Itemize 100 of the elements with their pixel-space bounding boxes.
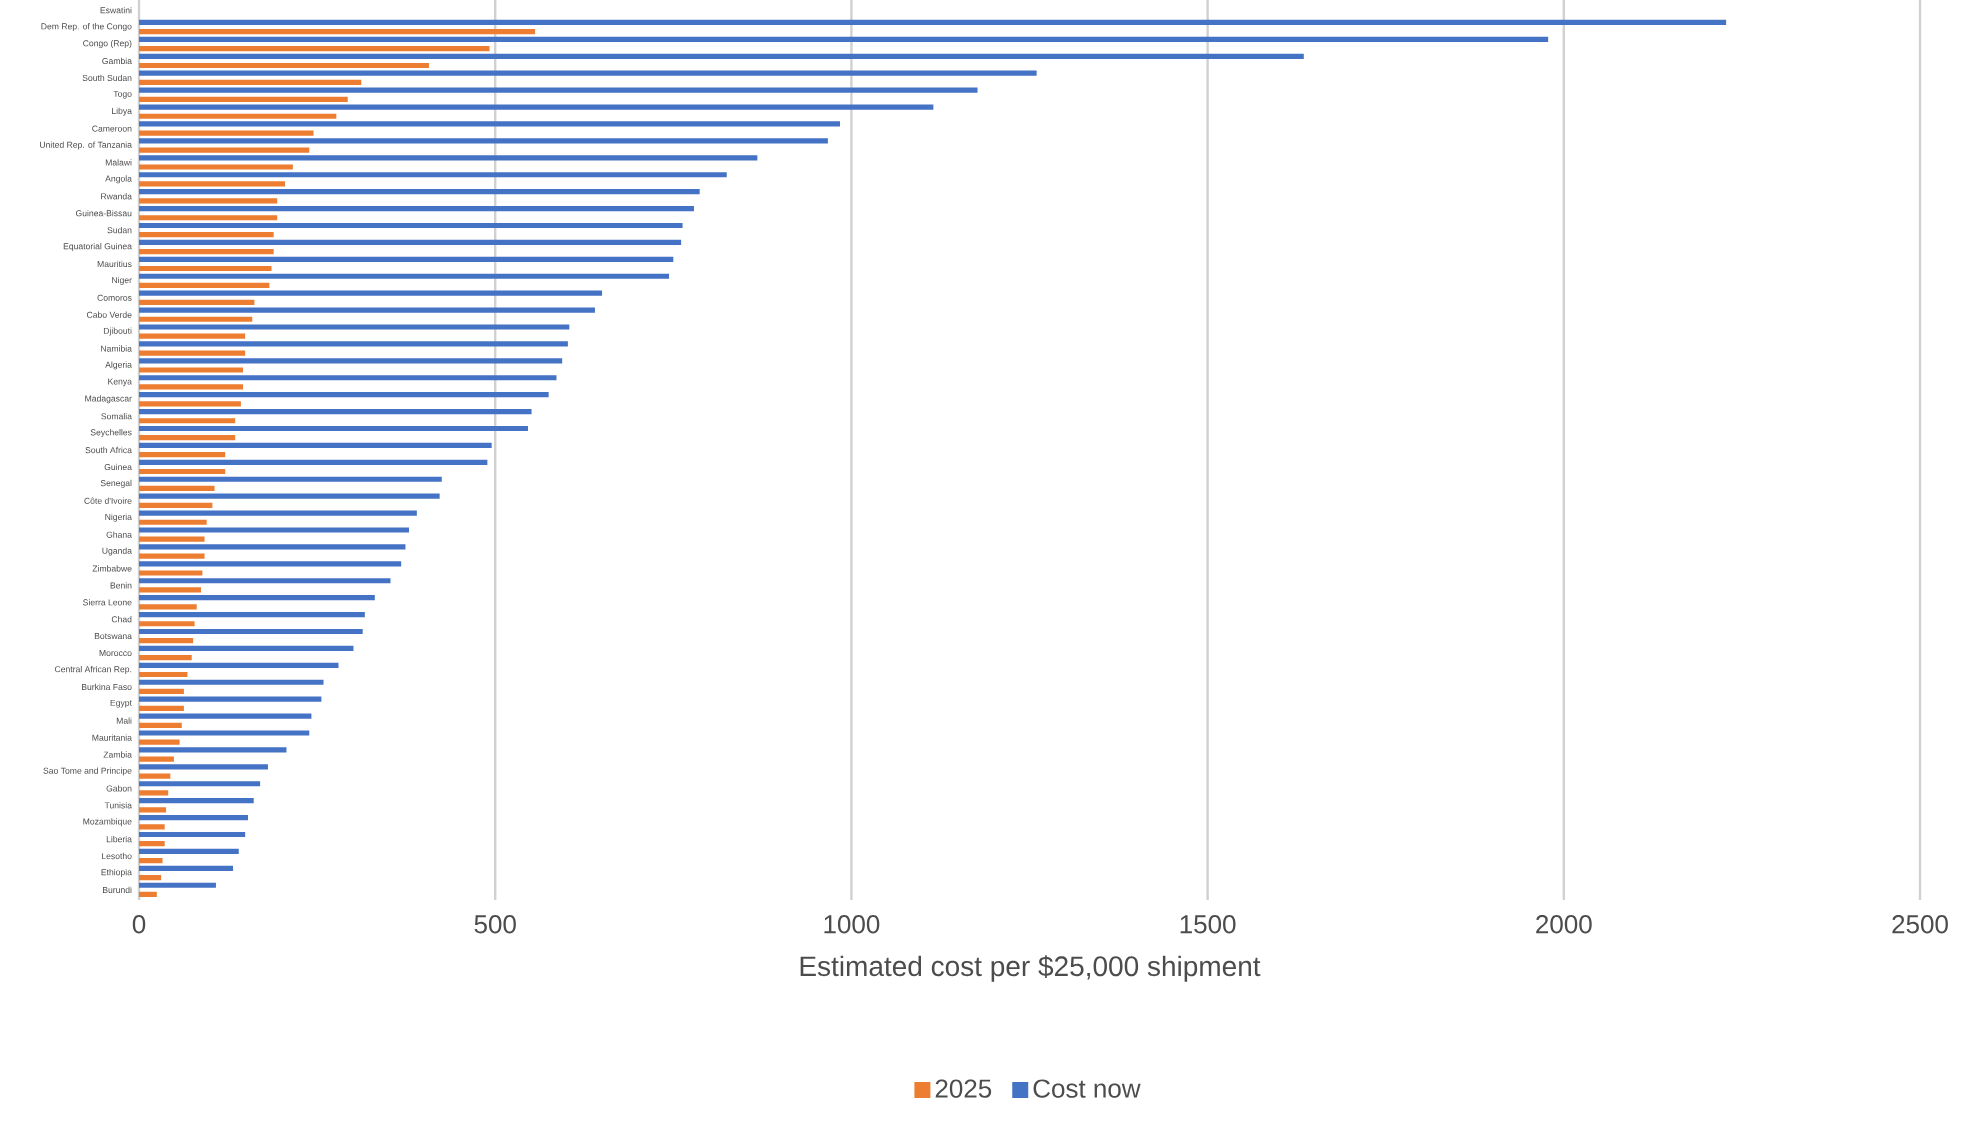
bar <box>139 232 274 238</box>
bar <box>139 79 362 86</box>
bar <box>139 70 1037 76</box>
bar <box>139 722 182 728</box>
y-tick-label: Uganda <box>102 547 132 556</box>
y-tick-label: Ghana <box>106 531 132 538</box>
bar <box>139 662 339 668</box>
y-tick-label: Central African Rep. <box>54 665 132 674</box>
x-tick-label: 1000 <box>824 915 880 934</box>
bar <box>139 536 205 542</box>
y-tick-label: Namibia <box>101 345 132 352</box>
y-tick-label: Comoros <box>97 294 132 301</box>
x-tick-label: 2500 <box>1892 915 1948 934</box>
bar <box>139 113 337 119</box>
bar <box>139 756 174 762</box>
y-tick-label: Ethiopia <box>101 868 132 877</box>
legend-label: 2025 <box>935 1079 992 1098</box>
bar <box>139 418 236 424</box>
bar <box>139 814 248 821</box>
y-tick-label: Benin <box>110 582 132 589</box>
y-tick-label: Cameroon <box>92 125 132 132</box>
y-tick-label: Algeria <box>105 361 132 370</box>
bar <box>139 138 828 144</box>
y-tick-label: Angola <box>105 175 132 184</box>
bar <box>139 29 536 35</box>
bar <box>139 222 683 229</box>
bar <box>139 189 700 195</box>
bar <box>139 36 1549 42</box>
y-tick-label: Eswatini <box>100 6 132 14</box>
bar <box>139 696 322 702</box>
y-tick-label: Burkina Faso <box>81 683 132 691</box>
bar <box>139 350 246 356</box>
bar <box>139 147 310 153</box>
y-tick-label: Liberia <box>106 835 132 843</box>
y-tick-label: Gabon <box>106 785 132 792</box>
y-tick-label: Niger <box>112 276 132 285</box>
bar <box>139 578 391 584</box>
bar <box>139 19 1727 26</box>
bar <box>139 324 570 330</box>
bar <box>139 874 162 881</box>
bar <box>139 307 595 313</box>
bar <box>139 781 261 787</box>
bar <box>139 401 241 407</box>
bar <box>139 468 226 475</box>
bar <box>139 824 165 830</box>
y-tick-label: Libya <box>112 107 132 116</box>
bar <box>139 181 286 187</box>
bar <box>139 544 406 550</box>
bar <box>139 739 180 745</box>
bar <box>139 561 402 567</box>
y-tick-label: Botswana <box>94 633 132 640</box>
bar <box>139 408 532 415</box>
y-tick-label: Somalia <box>101 413 132 420</box>
bar <box>139 164 293 170</box>
bar <box>139 773 171 779</box>
y-tick-label: Chad <box>111 616 132 623</box>
y-tick-label: Zimbabwe <box>92 565 132 572</box>
bar <box>139 172 727 178</box>
x-tick-label: 0 <box>132 915 146 934</box>
y-tick-label: Kenya <box>108 378 132 387</box>
y-tick-label: Mozambique <box>83 818 132 827</box>
y-tick-label: Côte d'Ivoire <box>84 497 132 504</box>
bar <box>139 730 310 736</box>
y-tick-label: Egypt <box>110 699 132 708</box>
bar <box>139 299 255 305</box>
bar <box>139 476 442 482</box>
bar <box>139 747 287 753</box>
x-tick-label: 2000 <box>1536 915 1592 934</box>
bar <box>139 882 216 888</box>
bar <box>139 392 549 398</box>
bar <box>139 367 244 373</box>
bar <box>139 282 270 289</box>
bar <box>139 705 184 711</box>
y-tick-label: Lesotho <box>102 852 132 860</box>
y-tick-label: Cabo Verde <box>86 311 132 318</box>
y-tick-label: Mauritania <box>92 734 132 741</box>
bar <box>139 375 557 381</box>
y-tick-label: Guinea <box>104 463 132 471</box>
bar <box>139 239 682 245</box>
bar <box>139 679 324 685</box>
bar <box>139 104 934 110</box>
bar <box>139 553 205 559</box>
y-tick-label: Seychelles <box>90 429 132 438</box>
bar <box>139 587 201 593</box>
bar <box>139 87 978 93</box>
bar <box>139 638 194 644</box>
bar <box>139 688 184 695</box>
bar <box>139 96 348 102</box>
y-tick-label: Sao Tome and Principe <box>43 767 132 776</box>
bar <box>139 358 563 364</box>
bar <box>139 891 157 898</box>
bar <box>139 265 272 272</box>
bar <box>139 62 429 69</box>
bar <box>139 442 492 448</box>
bar <box>139 333 246 339</box>
bar <box>139 290 603 296</box>
bar <box>139 249 274 255</box>
y-tick-label: Madagascar <box>85 395 132 404</box>
x-tick-label: 1500 <box>1180 915 1236 934</box>
bar <box>139 341 568 347</box>
